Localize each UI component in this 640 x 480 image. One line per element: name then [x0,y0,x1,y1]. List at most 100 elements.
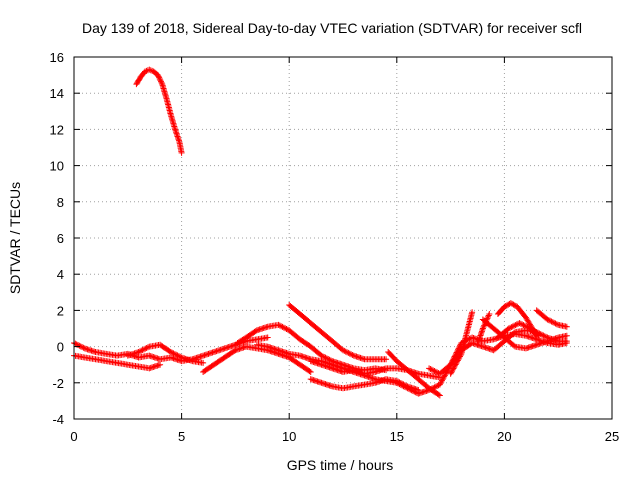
data-point [485,313,492,320]
series-arc-3 [71,352,164,372]
data-point [157,77,164,84]
series-arc-1 [133,66,185,156]
y-tick-label: 0 [57,340,64,355]
data-point [432,368,439,375]
data-point [563,323,570,330]
data-point [454,358,461,365]
data-point [426,365,433,372]
data-point [563,332,570,339]
x-tick-label: 0 [70,429,77,444]
data-points [71,66,570,399]
data-point [449,366,456,373]
data-point [552,320,559,327]
data-point [393,379,400,386]
data-point [532,331,539,338]
data-point [170,350,177,357]
data-point [510,342,517,349]
data-point [408,387,415,394]
data-point [541,333,548,340]
series-arc-8 [286,301,390,363]
y-tick-label: 4 [57,267,64,282]
data-point [147,67,154,74]
data-point [479,325,486,332]
data-point [342,348,349,355]
data-point [453,360,460,367]
y-tick-label: -4 [52,412,64,427]
data-point [252,328,259,335]
axis-ticks [73,56,613,420]
data-point [432,383,439,390]
chart-title: Day 139 of 2018, Sidereal Day-to-day VTE… [82,20,582,36]
data-point [523,323,530,330]
data-point [485,312,492,319]
data-point [174,352,181,359]
data-point [412,389,419,396]
data-point [431,384,438,391]
data-point [409,387,416,394]
data-point [455,356,462,363]
data-point [139,346,146,353]
data-point [441,373,448,380]
data-point [397,381,404,388]
data-point [173,351,180,358]
series-arc-6 [234,321,390,374]
data-point [430,367,437,374]
data-point [452,361,459,368]
data-point [449,368,456,375]
data-point [276,322,283,329]
data-point [553,321,560,328]
series-arc-19 [494,320,540,341]
series-arc-10 [307,376,422,394]
data-point [395,380,402,387]
data-point [156,75,163,82]
data-point [306,368,313,375]
data-point [510,301,517,308]
data-point [509,300,516,307]
data-point [545,317,552,324]
data-point [510,330,517,337]
data-point [279,323,286,330]
y-tick-labels: -4 -2 0 2 4 6 8 10 12 14 16 [50,50,64,427]
data-point [502,303,509,310]
data-point [348,351,355,358]
data-point [439,376,446,383]
data-point [167,349,174,356]
data-point [396,381,403,388]
data-point [426,387,433,394]
x-tick-label: 20 [497,429,511,444]
data-point [178,149,185,156]
data-point [404,385,411,392]
series-arc-16 [479,316,570,352]
data-point [447,370,454,377]
data-point [341,347,348,354]
data-point [481,322,488,329]
y-tick-label: 16 [50,50,64,65]
data-point [507,300,514,307]
series-arc-4 [124,341,207,366]
data-point [264,334,271,341]
series-arc-14 [447,309,476,377]
data-point [505,301,512,308]
data-point [448,369,455,376]
data-point [400,383,407,390]
data-point [505,325,512,332]
data-point [520,322,527,329]
data-point [509,323,516,330]
data-point [428,385,435,392]
data-point [345,349,352,356]
x-tick-label: 5 [178,429,185,444]
y-tick-label: 10 [50,159,64,174]
data-point [501,303,508,310]
data-point [427,386,434,393]
data-point [154,72,161,79]
data-point [511,302,518,309]
data-point [511,322,518,329]
data-point [146,66,153,73]
data-point [283,325,290,332]
data-point [138,347,145,354]
data-point [76,342,83,349]
y-tick-label: 6 [57,231,64,246]
data-point [430,385,437,392]
data-point [519,321,526,328]
data-point [427,365,434,372]
